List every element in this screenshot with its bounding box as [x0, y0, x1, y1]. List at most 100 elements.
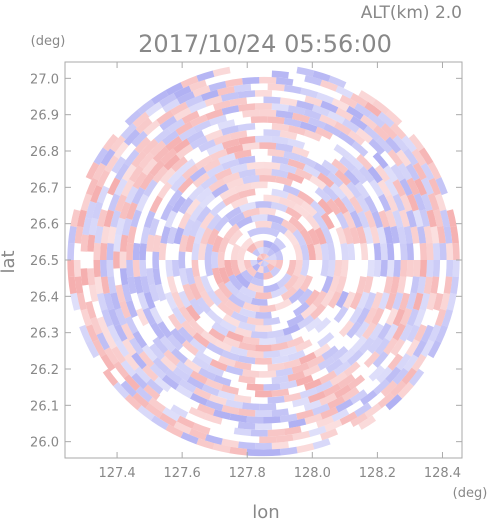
heatmap-cell	[275, 434, 294, 443]
heatmap-cell	[119, 300, 131, 319]
heatmap-cell	[180, 75, 199, 89]
heatmap-cell	[189, 392, 208, 406]
heatmap-cell	[329, 371, 348, 386]
heatmap-cell	[205, 378, 224, 391]
heatmap-cell	[149, 363, 167, 380]
heatmap-cell	[300, 260, 310, 277]
heatmap-cell	[242, 76, 260, 85]
heatmap-cell	[405, 339, 420, 357]
heatmap-cell	[384, 323, 399, 342]
heatmap-cell	[228, 293, 246, 308]
heatmap-cell	[417, 226, 427, 244]
heatmap-cell	[267, 362, 285, 372]
heatmap-cell	[354, 321, 370, 339]
heatmap-cell	[253, 240, 264, 249]
heatmap-cell	[123, 149, 140, 167]
heatmap-cell	[193, 119, 212, 133]
heatmap-cell	[314, 317, 332, 334]
heatmap-cell	[364, 101, 382, 117]
heatmap-cell	[156, 110, 174, 125]
heatmap-cell	[300, 87, 319, 99]
heatmap-cell	[279, 130, 298, 140]
heatmap-cell	[320, 79, 339, 92]
heatmap-cell	[326, 198, 342, 216]
heatmap-cell	[302, 364, 321, 378]
heatmap-cell	[186, 130, 205, 144]
heatmap-cell	[414, 177, 428, 196]
heatmap-cell	[246, 316, 264, 326]
heatmap-cell	[255, 311, 272, 319]
heatmap-cell	[326, 171, 344, 188]
heatmap-cell	[360, 242, 369, 260]
heatmap-cell	[188, 184, 205, 202]
heatmap-cell	[335, 226, 347, 245]
heatmap-cell	[219, 187, 237, 201]
heatmap-cell	[79, 324, 92, 343]
heatmap-cell	[208, 327, 226, 342]
heatmap-cell	[297, 190, 315, 206]
heatmap-cell	[271, 136, 289, 145]
heatmap-cell	[364, 306, 378, 325]
heatmap-cell	[148, 217, 160, 236]
heatmap-cell	[440, 292, 451, 311]
heatmap-cell	[203, 158, 221, 173]
heatmap-cell	[399, 292, 410, 311]
heatmap-cell	[256, 246, 264, 255]
heatmap-cell	[125, 202, 138, 220]
heatmap-cell	[390, 122, 407, 140]
heatmap-cell	[305, 316, 323, 333]
heatmap-cell	[167, 169, 184, 186]
heatmap-cell	[287, 158, 306, 171]
heatmap-cell	[76, 209, 87, 228]
heatmap-cell	[93, 147, 109, 166]
x-tick-label: 128.2	[359, 466, 396, 481]
heatmap-cell	[255, 344, 272, 352]
heatmap-cell	[296, 409, 315, 420]
heatmap-cell	[171, 195, 187, 214]
heatmap-cell	[185, 198, 201, 216]
heatmap-cell	[418, 147, 434, 166]
heatmap-cell	[93, 242, 101, 260]
heatmap-cell	[292, 430, 311, 441]
heatmap-cell	[177, 326, 194, 343]
heatmap-cell	[335, 211, 349, 230]
heatmap-cell	[230, 196, 249, 210]
heatmap-cell	[131, 372, 148, 390]
heatmap-cell	[237, 90, 256, 99]
heatmap-cell	[408, 368, 425, 387]
heatmap-cell	[131, 150, 147, 168]
heatmap-cell	[364, 210, 377, 228]
heatmap-cell	[211, 183, 229, 198]
heatmap-cell	[439, 242, 447, 260]
heatmap-cell	[292, 396, 310, 408]
heatmap-cell	[189, 204, 204, 222]
heatmap-cell	[356, 153, 373, 171]
heatmap-cell	[127, 225, 137, 244]
heatmap-cell	[328, 75, 347, 89]
heatmap-cell	[87, 234, 96, 252]
heatmap-cell	[410, 276, 420, 294]
heatmap-cell	[255, 201, 272, 209]
heatmap-cell	[337, 131, 356, 147]
heatmap-cell	[267, 214, 284, 225]
heatmap-cell	[380, 243, 388, 260]
heatmap-cell	[403, 354, 419, 372]
heatmap-cell	[85, 161, 100, 180]
heatmap-cell	[367, 166, 383, 184]
heatmap-cell	[250, 116, 268, 124]
heatmap-cell	[123, 353, 140, 371]
heatmap-cell	[111, 156, 126, 174]
heatmap-cell	[159, 93, 177, 108]
heatmap-cell	[114, 194, 127, 212]
heatmap-cell	[230, 310, 249, 324]
heatmap-cell	[180, 320, 198, 337]
heatmap-cell	[195, 155, 213, 170]
heatmap-cell	[280, 219, 298, 234]
heatmap-cell	[119, 268, 129, 286]
heatmap-cell	[238, 341, 256, 352]
heatmap-cell	[94, 225, 104, 244]
heatmap-cell	[280, 446, 298, 456]
heatmap-cell	[176, 91, 195, 105]
heatmap-cell	[150, 322, 165, 340]
heatmap-cell	[253, 271, 264, 280]
